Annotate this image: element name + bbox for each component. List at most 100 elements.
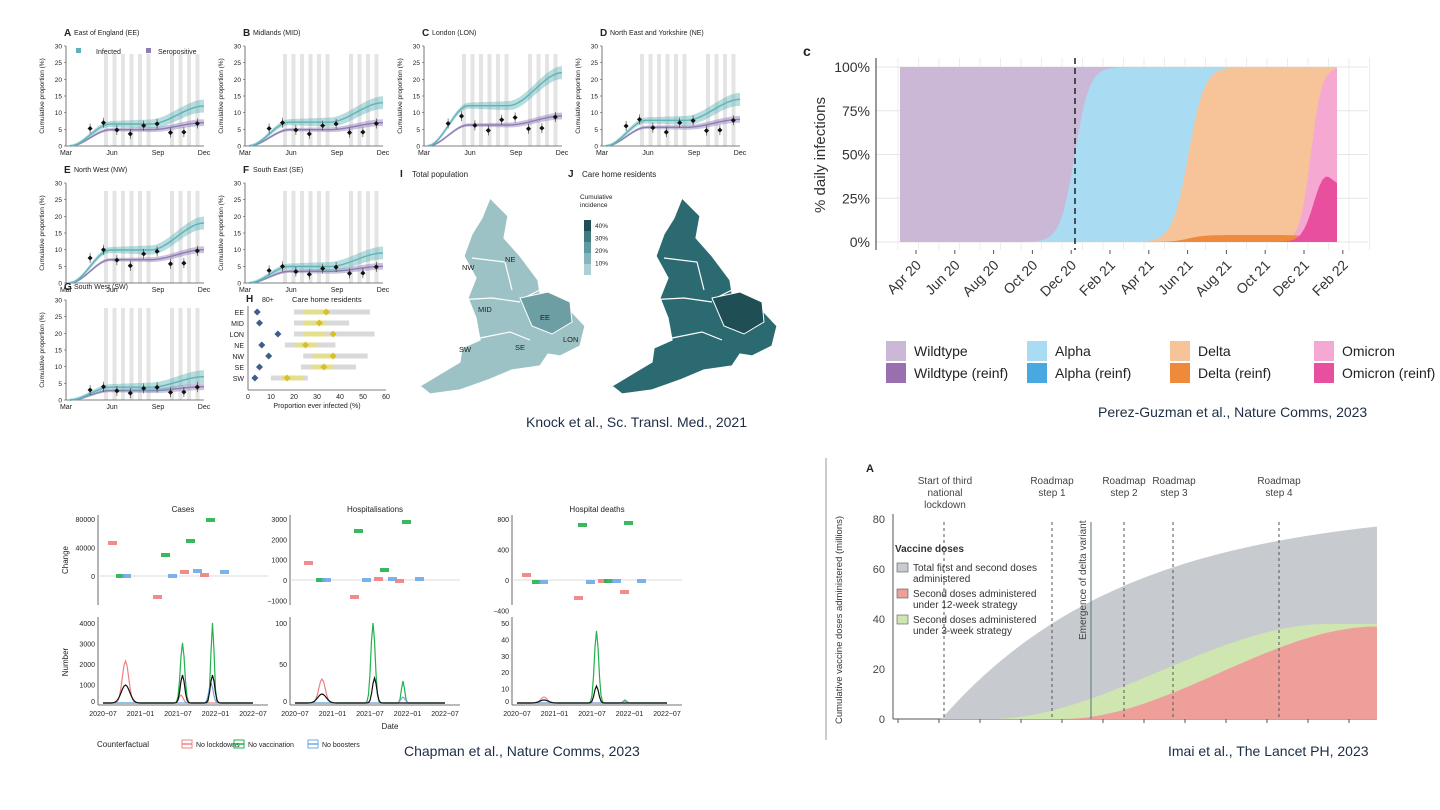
y-tick-label: 30 [234, 181, 242, 188]
seropositive-band [249, 119, 383, 146]
y-tick-label: 5 [594, 127, 598, 134]
legend-swatch [886, 363, 906, 383]
knock-panel-title: North West (NW) [74, 167, 127, 174]
lockdown-bar [129, 54, 134, 146]
x-tick-label: Oct 21 [1233, 257, 1274, 298]
h-x-axis-label: Proportion ever infected (%) [273, 403, 360, 410]
legend-label: under 3-week strategy [913, 626, 1012, 637]
legend-title: Vaccine doses [895, 544, 964, 555]
lockdown-bar [706, 54, 710, 146]
lockdown-bar [138, 191, 142, 283]
x-tick-label: Jun [106, 404, 117, 411]
h-x-tick-label: 60 [382, 394, 390, 401]
lockdown-bar [283, 191, 287, 283]
area-delta [900, 67, 1337, 242]
number-tick-label: 50 [501, 621, 509, 628]
lockdown-bar [129, 308, 134, 400]
legend-label: Alpha (reinf) [1055, 365, 1131, 381]
date-tick-label: 2021−01 [127, 711, 155, 718]
change-tick-label: 0 [91, 574, 95, 581]
data-point [114, 127, 120, 133]
change-marker [122, 574, 131, 578]
number-tick-label: 0 [505, 699, 509, 706]
lockdown-bar [112, 191, 117, 283]
panel-a-letter: A [866, 463, 874, 475]
data-point [194, 120, 200, 127]
legend-swatch [1027, 363, 1047, 383]
date-tick-label: 2022−07 [239, 711, 267, 718]
number-tick-label: 1000 [79, 683, 95, 690]
y-tick-label: 15 [234, 231, 242, 238]
data-point [100, 384, 107, 390]
number-tick-label: 20 [501, 670, 509, 677]
knock-panel-d: D North East and Yorkshire (NE) 0 5 10 15 20 25… [575, 28, 747, 157]
date-tick-label: 2020−07 [89, 711, 117, 718]
y-axis-label: % daily infections [812, 97, 829, 213]
lockdown-bar [146, 308, 151, 400]
x-tick-label: Jun [285, 150, 296, 157]
y-tick-label: 50% [842, 147, 870, 163]
data-point [167, 261, 174, 267]
change-tick-label: 3000 [271, 517, 287, 524]
change-marker [116, 574, 125, 578]
y-tick-label: 5 [58, 127, 62, 134]
x-tick-label: Jun [642, 150, 653, 157]
change-marker [206, 518, 215, 522]
y-tick-label: 30 [55, 298, 63, 305]
data-point [623, 123, 629, 129]
x-tick-label: Sep [510, 150, 523, 157]
x-tick-label: Jun 21 [1155, 257, 1196, 298]
h-x-tick-label: 30 [313, 394, 321, 401]
x-tick-label: Sep [688, 150, 701, 157]
knock-panel-title: East of England (EE) [74, 30, 139, 37]
lockdown-bar [657, 54, 661, 146]
number-tick-label: 100 [275, 621, 287, 628]
care-home-point [329, 330, 337, 338]
data-point [360, 129, 366, 135]
y-tick-label: 40 [873, 614, 885, 626]
knock-panel-letter: B [243, 28, 250, 39]
lockdown-bar [536, 54, 541, 146]
knock-panel-g: G South West (SW) 0 5 10 15 20 25 30 Mar Jun Sep Dec… [39, 282, 211, 411]
care-home-interval [294, 309, 370, 315]
y-tick-label: 15 [234, 94, 242, 101]
lockdown-bar [545, 54, 549, 146]
region-border [479, 331, 531, 341]
legend-swatch [1314, 341, 1334, 361]
lockdown-bar [283, 54, 287, 146]
infected-line [248, 101, 384, 147]
care-home-inner [304, 331, 326, 337]
number-tick-label: 50 [279, 662, 287, 669]
change-marker [522, 573, 531, 577]
y-tick-label: 25 [55, 314, 63, 321]
x-tick-label: Jun [106, 287, 117, 294]
h-category-label: NE [234, 343, 244, 350]
lockdown-bar [479, 54, 483, 146]
change-marker [586, 580, 595, 584]
y-tick-label: 5 [237, 127, 241, 134]
lockdown-bar [528, 54, 532, 146]
x-tick-label: Oct 20 [1000, 257, 1041, 298]
legend-title: Counterfactual [97, 740, 149, 749]
data-point [87, 255, 93, 261]
knock-panel-e: E North West (NW) 0 5 10 15 20 25 30 Mar Jun Sep Dec… [39, 165, 211, 294]
change-marker [612, 579, 621, 583]
data-point [154, 384, 160, 390]
y-tick-label: 20 [873, 664, 885, 676]
map-legend-swatch [584, 231, 591, 242]
y-tick-label: 10 [55, 247, 63, 254]
number-series-line [295, 622, 445, 704]
x-tick-label: Dec [198, 287, 211, 294]
legend-label: Delta (reinf) [1198, 365, 1271, 381]
legend-label: administered [913, 574, 970, 585]
seropositive-line [605, 118, 741, 147]
change-marker [161, 553, 170, 557]
legend-label: Omicron [1342, 343, 1395, 359]
lockdown-bar [553, 54, 558, 146]
y-tick-label: 25 [591, 60, 599, 67]
legend-seropositive-swatch [146, 48, 151, 53]
change-marker [350, 595, 359, 599]
change-marker [153, 595, 162, 599]
y-tick-label: 0 [237, 281, 241, 288]
